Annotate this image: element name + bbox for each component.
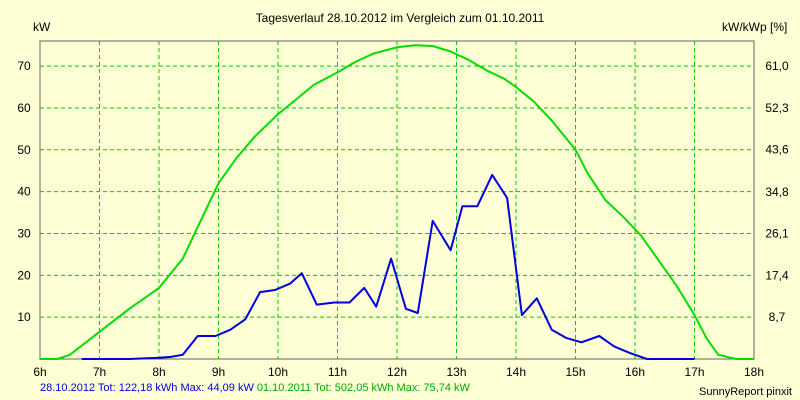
footer-date-2012: 28.10.2012 [40,382,96,394]
x-tick-label: 16h [625,365,645,379]
footer-stats: 28.10.2012 Tot: 122,18 kWh Max: 44,09 kW… [40,382,470,394]
y-tick-label-left: 60 [17,101,31,115]
y-tick-label-left: 70 [17,59,31,73]
series-line-01.10.2011 [40,44,754,360]
y-tick-label-left: 10 [17,310,31,324]
y-tick-label-right: 52,3 [765,101,789,115]
grid [40,41,754,359]
footer-stats-2011: Tot: 502,05 kWh Max: 75,74 kW [314,382,470,394]
plot-frame [39,40,755,360]
y-tick-label-right: 43,6 [765,143,789,157]
y-axis-label-left: kW [33,20,51,34]
y-tick-label-left: 20 [17,268,31,282]
x-tick-label: 13h [446,365,466,379]
footer-date-2011: 01.10.2011 [256,382,312,394]
y-tick-label-right: 8,7 [769,310,786,324]
y-tick-label-left: 30 [17,226,31,240]
series-layer [40,44,754,360]
x-tick-label: 17h [684,365,704,379]
brand-label: SunnyReport pinxit [699,386,792,398]
y-tick-label-right: 17,4 [765,268,789,282]
text-layer: 6h 7h 8h 9h 10h 11h 12h 13h 14h 15h 16h 17h 18h 10 20 3… [17,59,789,379]
x-tick-label: 8h [152,365,165,379]
y-tick-label-left: 50 [17,143,31,157]
y-axis-label-right: kW/kWp [%] [722,20,787,34]
footer-stats-2012: Tot: 122,18 kWh Max: 44,09 kW [97,382,254,394]
x-tick-label: 11h [328,365,347,379]
x-tick-label: 7h [93,365,106,379]
x-tick-label: 9h [212,365,225,379]
x-tick-label: 6h [33,365,46,379]
x-tick-label: 14h [506,365,526,379]
series-line-28.10.2012 [81,173,695,360]
chart-title: Tagesverlauf 28.10.2012 im Vergleich zum… [256,11,545,25]
x-tick-label: 10h [268,365,288,379]
y-tick-label-right: 61,0 [765,59,789,73]
x-tick-label: 12h [387,365,407,379]
y-tick-label-right: 34,8 [765,185,789,199]
x-tick-label: 15h [565,365,585,379]
y-tick-label-right: 26,1 [765,227,789,241]
x-tick-label: 18h [744,365,764,379]
y-tick-label-left: 40 [17,185,31,199]
